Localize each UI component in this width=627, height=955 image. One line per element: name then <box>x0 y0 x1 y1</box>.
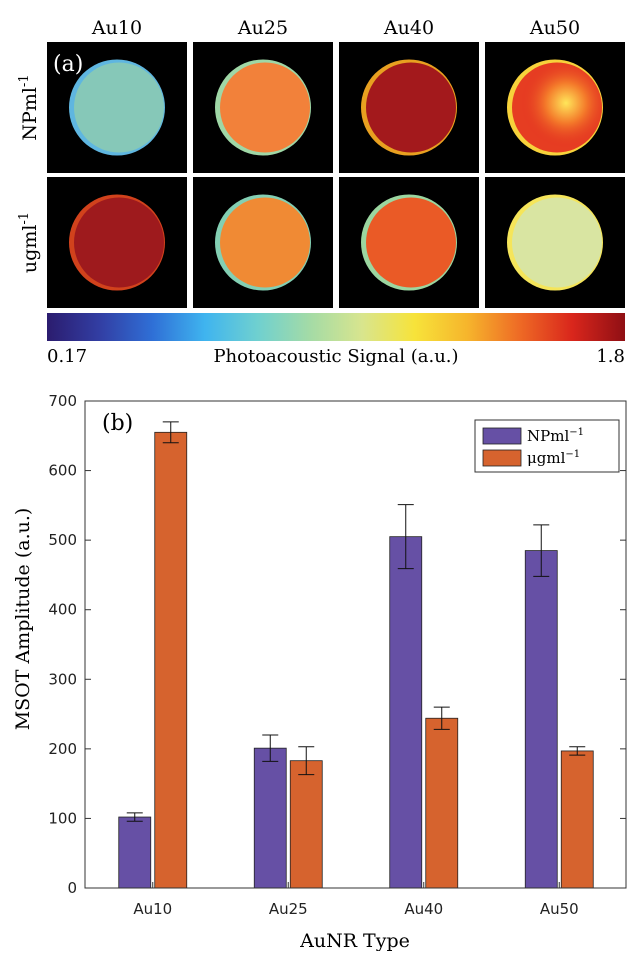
bar-chart: 0 100 200 300 400 500 600 700 Au10 Au25 Au40 Au50 (… <box>12 392 627 952</box>
y-tick-label: 200 <box>48 740 77 758</box>
column-label-au10: Au10 <box>91 17 142 39</box>
colorbar-title: Photoacoustic Signal (a.u.) <box>213 346 458 367</box>
bar-ugml-au40 <box>425 717 459 889</box>
panel-a: Au10 Au25 Au40 Au50 NPml-1 ugml-1 (a) 0.17 P… <box>0 0 627 370</box>
legend-swatch-ugml <box>482 449 522 467</box>
y-tick-label: 500 <box>48 531 77 549</box>
well-image-ugml-au25 <box>193 177 333 308</box>
column-label-au50: Au50 <box>529 17 580 39</box>
x-axis-label: AuNR Type <box>299 930 410 951</box>
bar-npml-au10 <box>118 816 152 889</box>
column-label-au40: Au40 <box>383 17 434 39</box>
well-image-npml-au40 <box>339 42 479 173</box>
panel-b-label: (b) <box>102 411 133 436</box>
error-bar-ugml-au25 <box>298 746 315 776</box>
error-bar-ugml-au50 <box>569 746 586 756</box>
x-tick-label: Au40 <box>404 900 443 918</box>
y-tick-label: 300 <box>48 670 77 688</box>
y-tick-label: 100 <box>48 809 77 827</box>
colorbar-max-label: 1.8 <box>596 346 625 367</box>
well-image-npml-au50 <box>485 42 625 173</box>
bar-ugml-au10 <box>154 431 188 889</box>
error-bar-npml-au10 <box>126 812 143 822</box>
well-image-ugml-au50 <box>485 177 625 308</box>
well-image-ugml-au10 <box>47 177 187 308</box>
bar-ugml-au25 <box>289 760 323 889</box>
y-tick-label: 0 <box>67 879 77 897</box>
y-tick-label: 700 <box>48 392 77 410</box>
well-image-npml-au25 <box>193 42 333 173</box>
plot-frame <box>84 400 627 889</box>
bar-ugml-au50 <box>560 750 594 889</box>
error-bar-npml-au50 <box>533 524 550 577</box>
x-tick-label: Au25 <box>269 900 308 918</box>
y-axis-label: MSOT Amplitude (a.u.) <box>12 508 34 731</box>
x-tick-label: Au50 <box>540 900 579 918</box>
bar-npml-au40 <box>389 536 423 889</box>
panel-a-label: (a) <box>53 52 83 77</box>
colorbar-min-label: 0.17 <box>47 346 87 367</box>
panel-b: 0 100 200 300 400 500 600 700 Au10 Au25 Au40 Au50 (… <box>0 380 627 952</box>
error-bar-npml-au40 <box>397 504 414 570</box>
error-bar-ugml-au10 <box>162 421 179 444</box>
colorbar <box>47 313 625 341</box>
y-tick-label: 600 <box>48 462 77 480</box>
well-image-ugml-au40 <box>339 177 479 308</box>
y-tick-label: 400 <box>48 601 77 619</box>
legend-swatch-npml <box>482 427 522 445</box>
column-label-au25: Au25 <box>237 17 288 39</box>
error-bar-npml-au25 <box>262 734 279 762</box>
error-bar-ugml-au40 <box>433 706 450 730</box>
x-tick-label: Au10 <box>133 900 172 918</box>
well-image-npml-au10 <box>47 42 187 173</box>
bar-npml-au25 <box>253 747 287 889</box>
row-label-ugml: ugml-1 <box>17 212 41 273</box>
panel-a-figure: Au10 Au25 Au40 Au50 NPml-1 ugml-1 (a) 0.17 P… <box>17 17 625 367</box>
bar-npml-au50 <box>524 550 558 889</box>
row-label-npml: NPml-1 <box>17 74 41 140</box>
